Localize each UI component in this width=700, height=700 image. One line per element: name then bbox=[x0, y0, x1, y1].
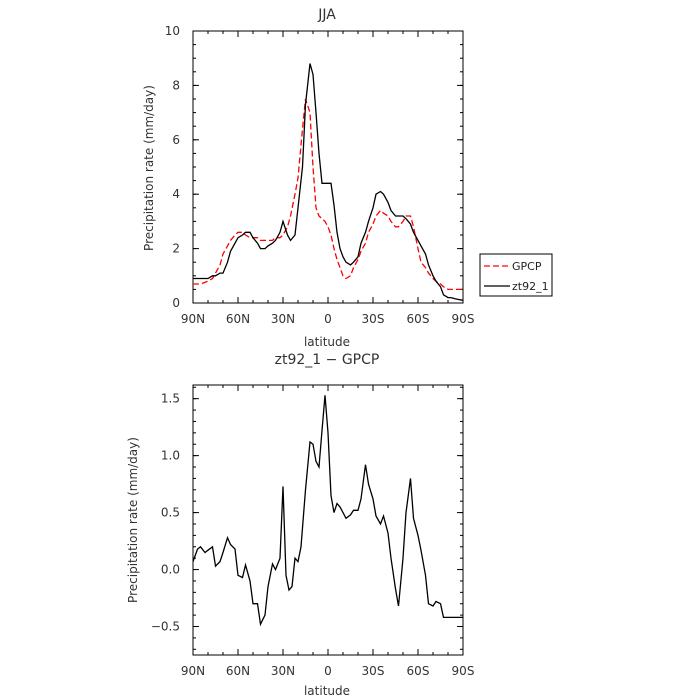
legend-label-zt92: zt92_1 bbox=[512, 280, 549, 293]
y-tick-label: 4 bbox=[172, 187, 180, 201]
x-tick-label: 0 bbox=[324, 312, 332, 326]
x-tick-label: 30N bbox=[271, 312, 295, 326]
axis-ticks: 90N 60N 30N 0 30S 60S 90S −0.5 0.0 0.5 1.0 1.5 bbox=[151, 385, 475, 678]
chart-title: JJA bbox=[317, 7, 336, 23]
series-lines bbox=[192, 395, 463, 627]
panel-difference: zt92_1 − GPCP 90N 60N 30N 0 30S 60S 90S −0.5 0.0… bbox=[126, 352, 474, 698]
x-tick-label: 60S bbox=[407, 312, 430, 326]
y-tick-label: 0.0 bbox=[161, 563, 180, 577]
chart-title: zt92_1 − GPCP bbox=[275, 352, 380, 368]
legend-label-gpcp: GPCP bbox=[512, 260, 542, 273]
series-line-gpcp bbox=[193, 98, 463, 291]
series-line-difference bbox=[192, 395, 463, 627]
legend-box bbox=[479, 253, 553, 297]
x-tick-label: 30N bbox=[271, 664, 295, 678]
x-tick-label: 60N bbox=[226, 312, 250, 326]
plot-frame bbox=[192, 30, 464, 304]
x-tick-label: 60N bbox=[226, 664, 250, 678]
y-tick-label: 0.5 bbox=[161, 506, 180, 520]
y-axis-label: Precipitation rate (mm/day) bbox=[126, 437, 140, 603]
y-tick-label: 2 bbox=[172, 242, 180, 256]
y-tick-label: 1.0 bbox=[161, 449, 180, 463]
y-tick-label: 10 bbox=[165, 24, 180, 38]
x-tick-label: 90N bbox=[181, 312, 205, 326]
axis-ticks: 90N 60N 30N 0 30S 60S 90S 0 2 4 6 8 10 bbox=[165, 24, 475, 326]
x-tick-label: 90N bbox=[181, 664, 205, 678]
y-tick-label: 0 bbox=[172, 296, 180, 310]
x-axis-label: latitude bbox=[304, 335, 350, 349]
x-tick-label: 0 bbox=[324, 664, 332, 678]
y-tick-label: 1.5 bbox=[161, 392, 180, 406]
y-axis-label: Precipitation rate (mm/day) bbox=[142, 85, 156, 251]
legend: GPCP zt92_1 bbox=[479, 253, 553, 297]
x-tick-label: 90S bbox=[452, 312, 475, 326]
y-tick-label: −0.5 bbox=[151, 620, 180, 634]
y-tick-label: 6 bbox=[172, 133, 180, 147]
series-lines bbox=[193, 63, 464, 301]
x-tick-label: 30S bbox=[362, 664, 385, 678]
x-tick-label: 60S bbox=[407, 664, 430, 678]
x-tick-label: 90S bbox=[452, 664, 475, 678]
series-line-zt92-1 bbox=[193, 63, 464, 301]
x-tick-label: 30S bbox=[362, 312, 385, 326]
x-axis-label: latitude bbox=[304, 684, 350, 698]
y-tick-label: 8 bbox=[172, 78, 180, 92]
